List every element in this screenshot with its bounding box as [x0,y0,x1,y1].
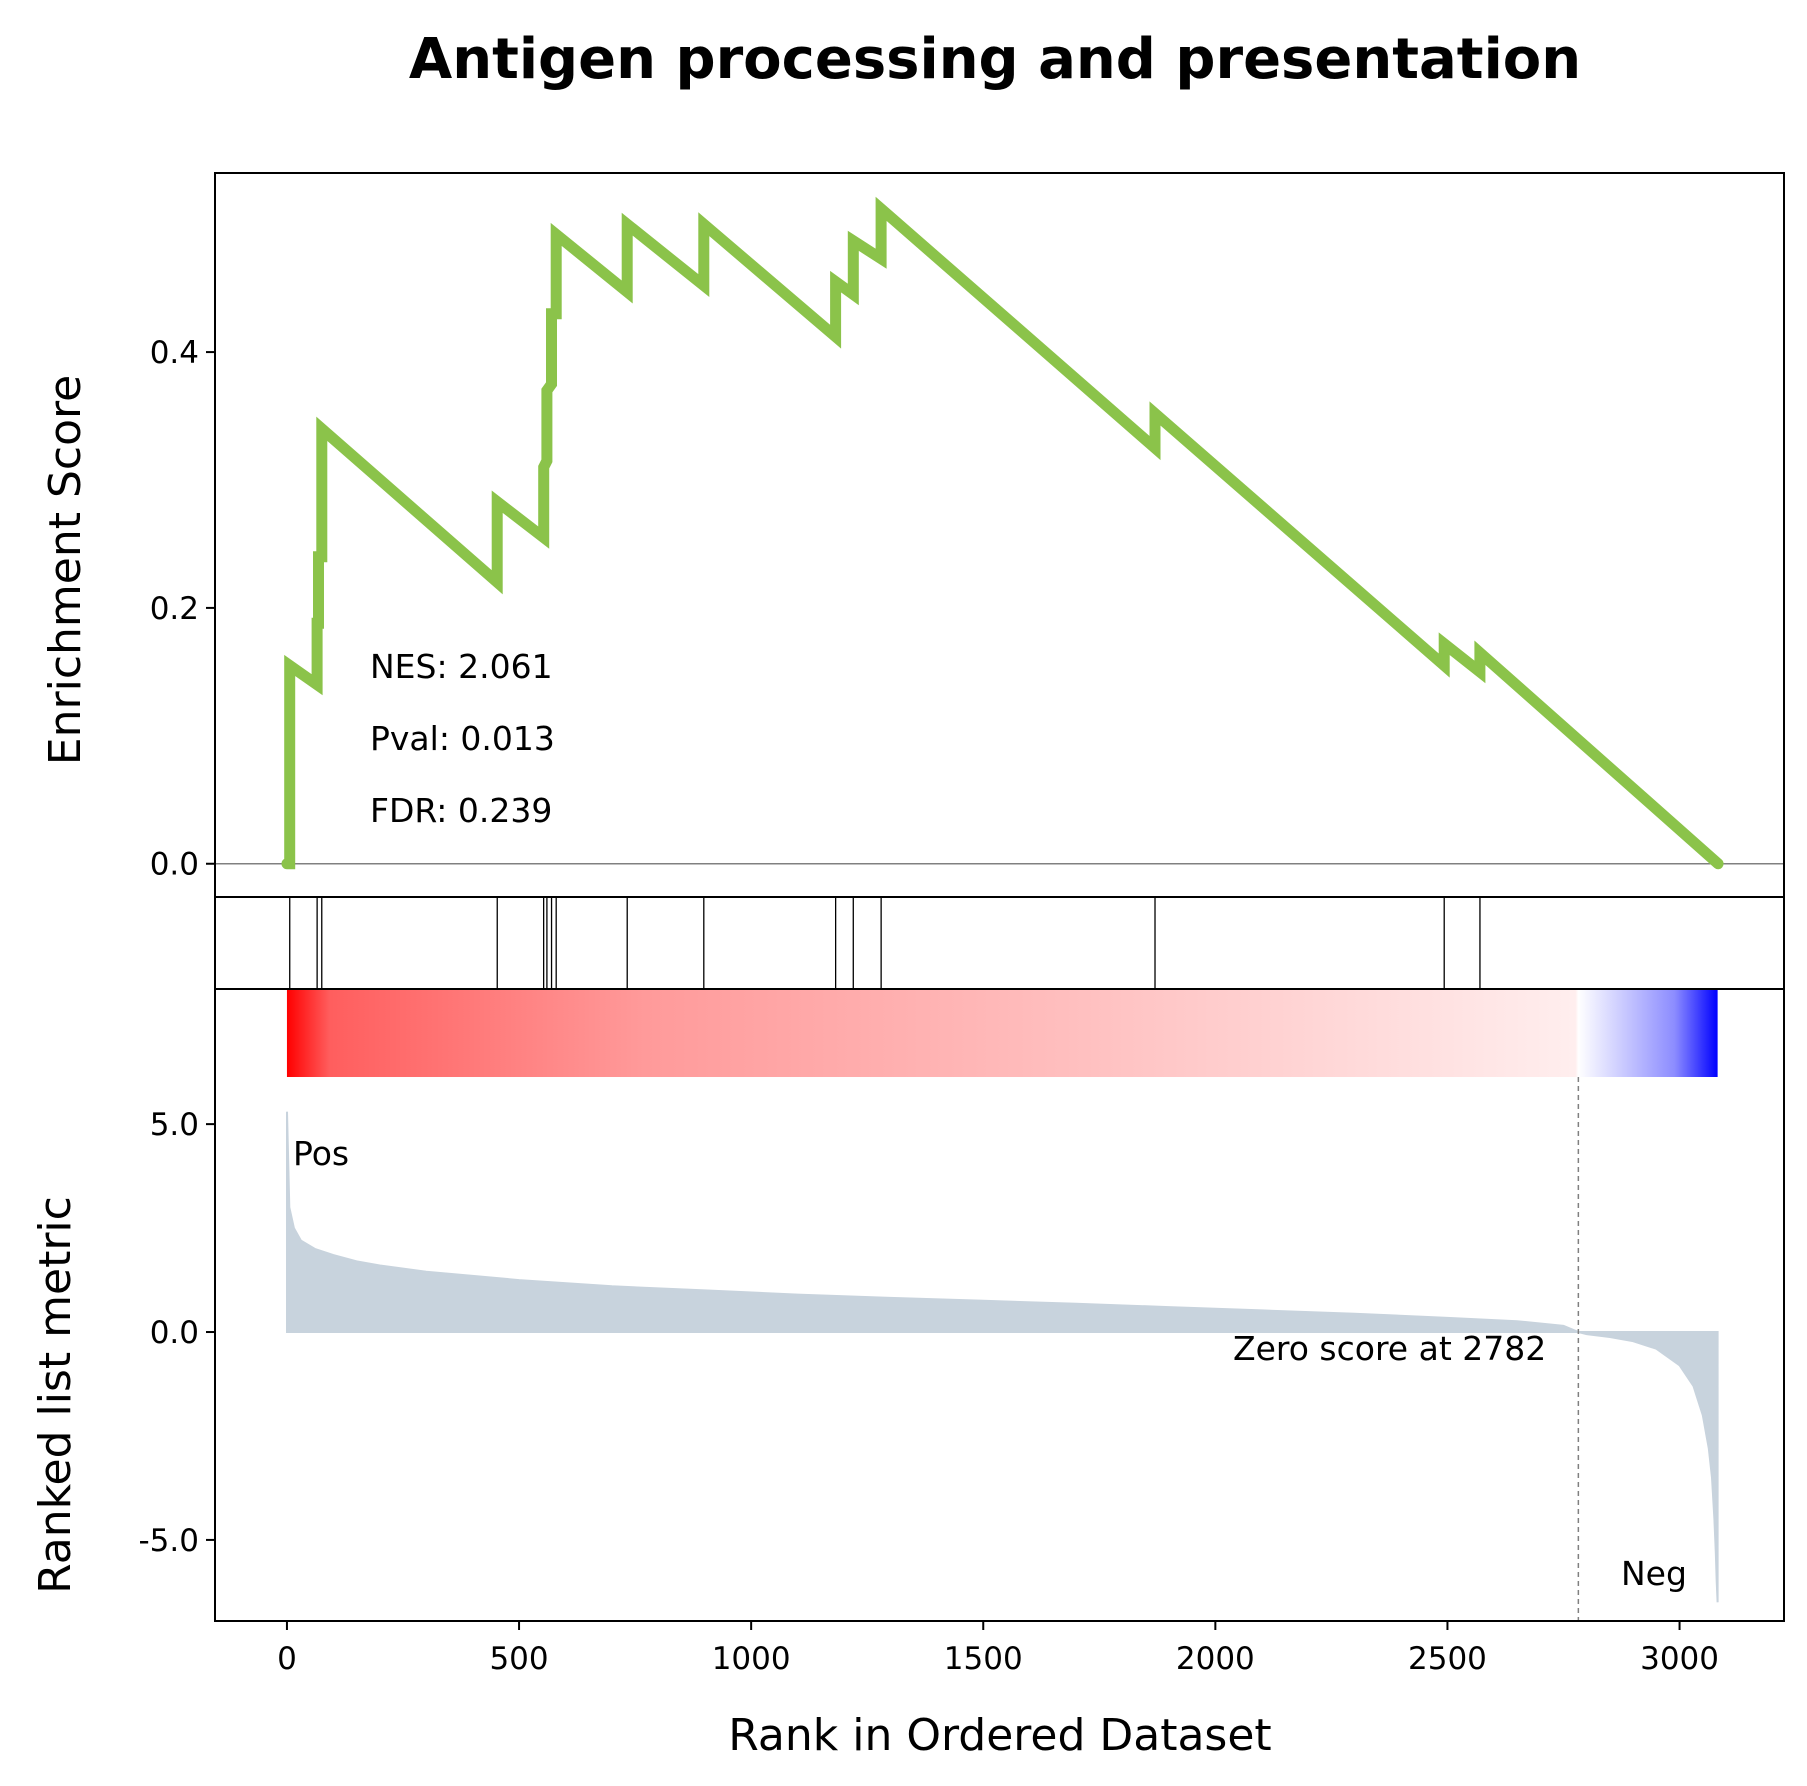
rank-color-bar [286,989,1718,1077]
zero-score-label: Zero score at 2782 [1233,1329,1546,1368]
metric-panel: 5.0 0.0 -5.0 Zero score at 2782 Pos Neg Ra… [30,989,1719,1621]
es-y-ticks: 0.0 0.2 0.4 [150,335,215,883]
enrichment-score-line [281,196,1724,870]
neg-label: Neg [1621,1554,1687,1593]
gene-hits-panel [289,897,1481,989]
chart-title: Antigen processing and presentation [409,27,1581,92]
x-axis-ticks: 0 500 1000 1500 2000 2500 3000 [277,1621,1719,1677]
x-tick-label: 2500 [1408,1641,1487,1677]
x-tick-label: 1000 [712,1641,791,1677]
x-axis-label: Rank in Ordered Dataset [728,1710,1271,1761]
enrichment-panel: 0.0 0.2 0.4 NES: 2.061 Pval: 0.013 FDR: 0.… [40,196,1784,883]
es-y-tick-label: 0.2 [150,591,199,627]
es-y-tick-label: 0.0 [150,847,199,883]
x-tick-label: 0 [277,1641,297,1677]
x-tick-label: 1500 [944,1641,1023,1677]
fdr-stat: FDR: 0.239 [370,791,552,830]
x-tick-label: 3000 [1640,1641,1719,1677]
ranked-metric-area [286,1111,1719,1603]
metric-y-ticks: 5.0 0.0 -5.0 [139,1107,215,1559]
metric-frame [214,988,1785,1622]
x-tick-label: 500 [489,1641,548,1677]
metric-y-tick-label: 5.0 [150,1107,199,1143]
x-tick-label: 2000 [1176,1641,1255,1677]
es-y-tick-label: 0.4 [150,335,199,371]
metric-y-axis-label: Ranked list metric [30,1196,81,1594]
es-y-axis-label: Enrichment Score [40,375,91,765]
pval-stat: Pval: 0.013 [370,719,555,758]
metric-y-tick-label: -5.0 [139,1523,200,1559]
pos-label: Pos [293,1134,349,1173]
metric-y-tick-label: 0.0 [150,1315,199,1351]
hits-frame [214,896,1785,990]
nes-stat: NES: 2.061 [370,647,553,686]
